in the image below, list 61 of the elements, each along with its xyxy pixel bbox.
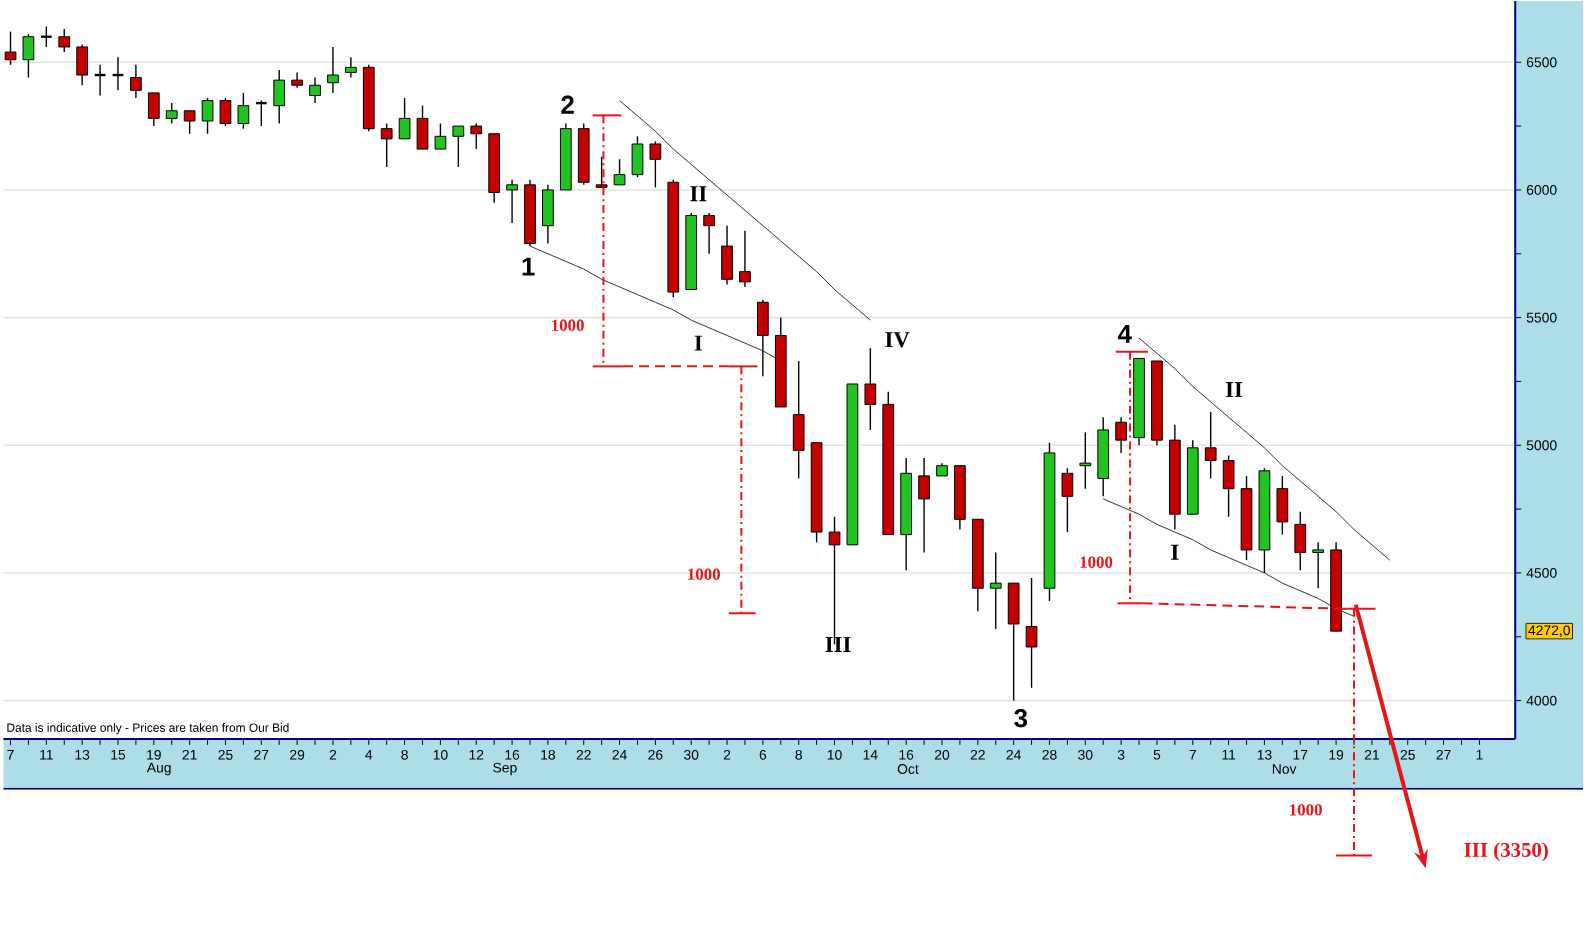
candlestick xyxy=(219,97,232,127)
line-series xyxy=(619,99,871,321)
candlestick xyxy=(1222,454,1235,518)
annotation: I xyxy=(1171,544,1179,560)
candlestick xyxy=(1115,416,1127,454)
candlestick xyxy=(1007,582,1020,702)
candlestick xyxy=(452,125,465,168)
candlestick xyxy=(237,92,250,130)
candlestick xyxy=(434,122,447,150)
candlestick xyxy=(470,122,483,150)
candlestick xyxy=(864,347,877,431)
candlestick xyxy=(721,224,733,285)
candlestick xyxy=(344,56,357,79)
candlestick xyxy=(380,122,393,168)
annotation: 1000 xyxy=(688,568,720,580)
annotation: III xyxy=(825,636,851,652)
annotation: IV xyxy=(885,332,910,348)
candlestick xyxy=(1276,475,1289,536)
candlestick xyxy=(273,69,286,125)
candlestick xyxy=(613,158,626,186)
candlestick xyxy=(1294,510,1307,571)
candlestick xyxy=(416,104,429,150)
candlestick xyxy=(792,360,805,480)
annotation: 4 xyxy=(1117,324,1132,343)
candlestick xyxy=(1312,541,1325,589)
candlestick xyxy=(201,97,214,135)
candlestick xyxy=(58,28,71,53)
annotation: I xyxy=(694,335,703,351)
candlestick xyxy=(631,135,644,178)
text: 1000 xyxy=(1290,804,1322,816)
candlestick xyxy=(989,551,1002,630)
annotation: 2 xyxy=(561,95,574,114)
candlestick xyxy=(506,178,518,224)
annotation: 1000 xyxy=(552,319,584,331)
candlestick xyxy=(1079,431,1092,490)
annotation: 1 xyxy=(522,257,535,276)
candlestick xyxy=(756,298,769,377)
candlestick xyxy=(76,43,89,86)
candlestick xyxy=(1025,577,1038,689)
candlestick xyxy=(22,33,35,79)
candlestick xyxy=(130,63,142,99)
candlestick xyxy=(1204,411,1217,480)
candlestick xyxy=(542,184,554,245)
annotation: 3 xyxy=(1014,708,1028,728)
candlestick xyxy=(147,92,160,127)
candlestick xyxy=(398,97,411,140)
candlestick xyxy=(327,46,339,94)
candlestick xyxy=(309,76,321,104)
annotation: II xyxy=(1225,381,1243,397)
candlestick xyxy=(165,102,178,125)
candlestick xyxy=(918,457,930,554)
text: III (3350) xyxy=(1464,842,1548,862)
annotation: 1000 xyxy=(1080,556,1113,568)
candlestick xyxy=(183,109,196,135)
candlestick xyxy=(739,229,751,288)
candlestick xyxy=(4,30,17,66)
candlestick xyxy=(649,140,662,188)
annotation: II xyxy=(690,186,707,202)
candlestick xyxy=(1061,467,1074,533)
candlestick xyxy=(595,155,608,188)
candlestick xyxy=(703,212,715,255)
